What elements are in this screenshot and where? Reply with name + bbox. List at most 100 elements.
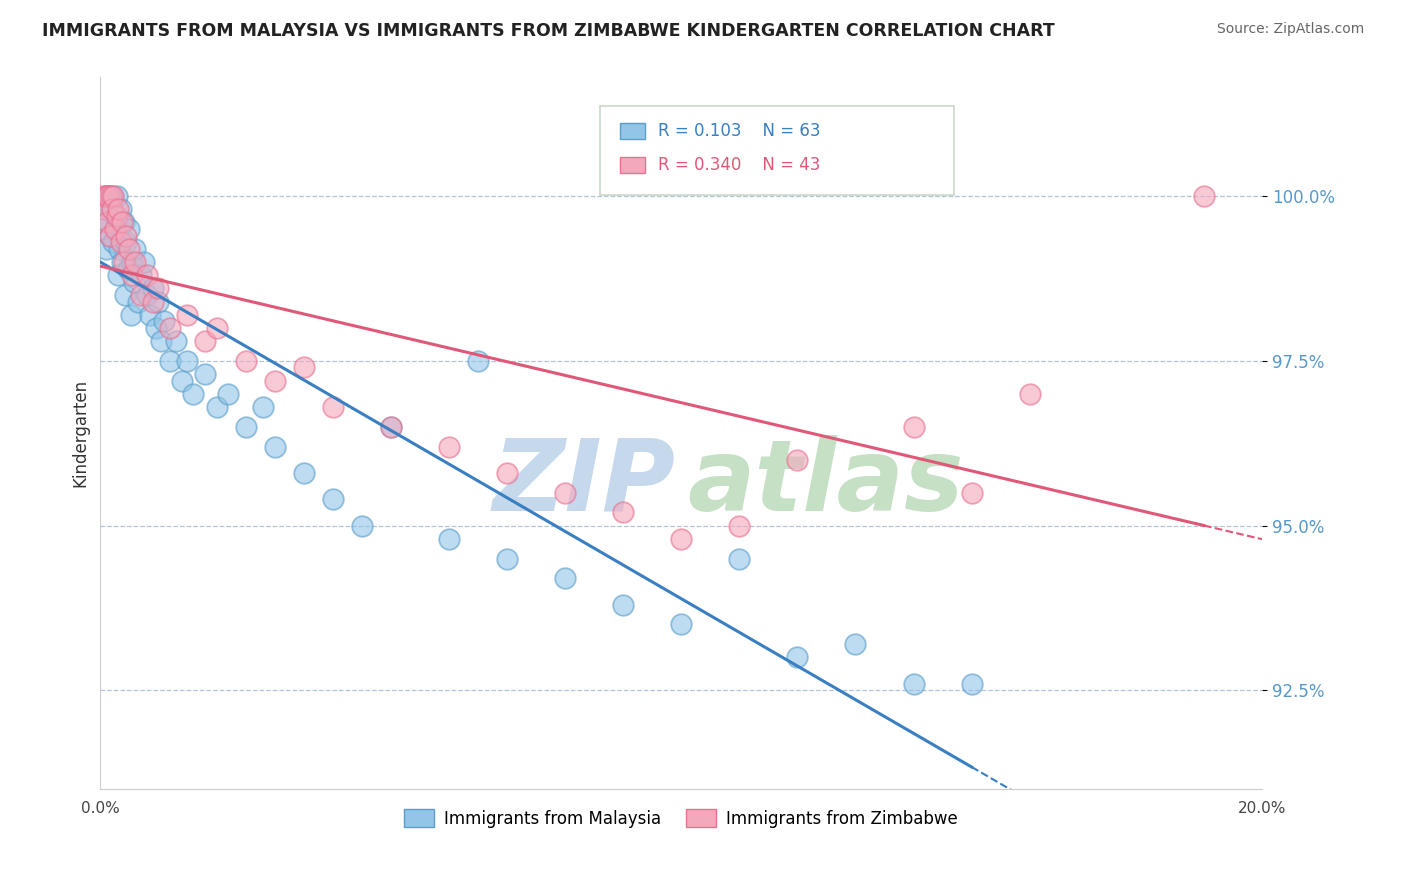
Point [129, 288, 152, 302]
Point [728, 551, 751, 566]
Point [1018, 386, 1040, 401]
Point [122, 275, 145, 289]
Text: R = 0.103    N = 63: R = 0.103 N = 63 [658, 122, 821, 140]
Point [110, 202, 132, 217]
Point [127, 294, 149, 309]
Text: atlas: atlas [688, 434, 963, 532]
Point [98, 228, 121, 243]
Point [437, 440, 460, 454]
Point [612, 505, 634, 519]
Point [235, 354, 257, 368]
Point [496, 466, 519, 480]
Point [121, 268, 143, 282]
Point [96, 189, 118, 203]
Point [105, 209, 128, 223]
Point [235, 419, 257, 434]
Point [263, 440, 285, 454]
Point [669, 617, 692, 632]
Point [101, 189, 124, 203]
Point [100, 202, 122, 217]
Bar [620, 157, 645, 173]
Point [117, 261, 139, 276]
Point [217, 386, 239, 401]
Point [98, 189, 121, 203]
Point [1192, 189, 1215, 203]
Point [786, 650, 808, 665]
Point [159, 354, 181, 368]
Point [112, 215, 135, 229]
Bar [620, 123, 645, 138]
Point [111, 215, 134, 229]
Point [118, 222, 141, 236]
Point [669, 532, 692, 546]
Point [194, 334, 217, 348]
Point [170, 374, 193, 388]
Point [148, 281, 170, 295]
Point [97, 215, 120, 229]
Point [91, 222, 114, 236]
Point [115, 235, 138, 250]
Point [132, 255, 155, 269]
Point [108, 242, 131, 256]
Point [252, 400, 274, 414]
Point [205, 321, 228, 335]
Point [159, 321, 181, 335]
Point [554, 571, 576, 585]
Text: ZIP: ZIP [492, 434, 675, 532]
Point [105, 189, 128, 203]
Point [96, 189, 118, 203]
Point [786, 452, 808, 467]
Point [554, 485, 576, 500]
Point [104, 222, 127, 236]
Legend: Immigrants from Malaysia, Immigrants from Zimbabwe: Immigrants from Malaysia, Immigrants fro… [398, 803, 965, 834]
Point [135, 268, 157, 282]
Text: IMMIGRANTS FROM MALAYSIA VS IMMIGRANTS FROM ZIMBABWE KINDERGARTEN CORRELATION CH: IMMIGRANTS FROM MALAYSIA VS IMMIGRANTS F… [42, 22, 1054, 40]
Point [728, 518, 751, 533]
Point [94, 202, 117, 217]
Point [148, 294, 170, 309]
Point [124, 242, 146, 256]
Point [107, 202, 129, 217]
Point [118, 242, 141, 256]
Point [176, 354, 198, 368]
Point [380, 419, 402, 434]
Point [96, 242, 118, 256]
Point [496, 551, 519, 566]
Point [97, 189, 120, 203]
Point [129, 268, 152, 282]
Point [94, 202, 117, 217]
Point [101, 189, 124, 203]
Point [135, 288, 157, 302]
Point [380, 419, 402, 434]
Point [142, 294, 165, 309]
Point [104, 209, 127, 223]
Point [145, 321, 167, 335]
Point [467, 354, 489, 368]
Point [115, 228, 138, 243]
Point [205, 400, 228, 414]
Point [96, 215, 118, 229]
Point [114, 288, 136, 302]
Point [153, 314, 176, 328]
Point [960, 485, 983, 500]
Point [150, 334, 173, 348]
Point [903, 419, 925, 434]
Point [110, 235, 132, 250]
Point [142, 281, 165, 295]
Point [612, 598, 634, 612]
Point [437, 532, 460, 546]
Point [322, 492, 344, 507]
Point [844, 637, 866, 651]
Point [120, 308, 142, 322]
Text: R = 0.340    N = 43: R = 0.340 N = 43 [658, 156, 820, 174]
Point [107, 268, 129, 282]
Point [124, 255, 146, 269]
Point [350, 518, 373, 533]
Point [903, 677, 925, 691]
Point [322, 400, 344, 414]
Point [112, 255, 135, 269]
Point [98, 228, 121, 243]
Point [107, 222, 129, 236]
Point [101, 202, 124, 217]
Point [292, 466, 315, 480]
